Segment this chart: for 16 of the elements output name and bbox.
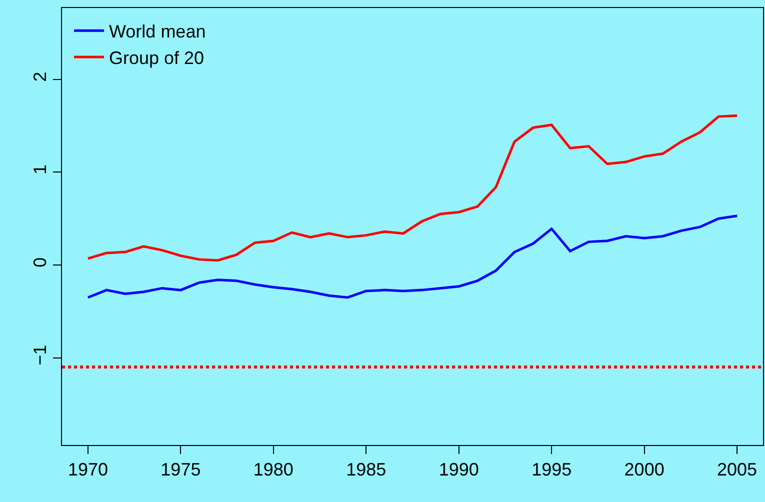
y-tick-label: −1 (30, 344, 50, 366)
y-tick-label: 0 (30, 257, 50, 268)
legend-label: Group of 20 (109, 48, 204, 68)
x-tick-label: 1980 (253, 460, 294, 480)
line-series (86, 114, 738, 262)
legend-label: World mean (109, 22, 206, 42)
x-tick-label: 1990 (438, 460, 479, 480)
x-tick-label: 2000 (624, 460, 664, 480)
x-tick-label: 1975 (160, 460, 201, 480)
x-tick-label: 1985 (346, 460, 386, 480)
x-tick-label: 1995 (532, 460, 572, 480)
y-tick-label: 2 (30, 72, 50, 82)
line-series (86, 214, 738, 299)
x-tick-label: 2005 (717, 460, 758, 480)
x-tick-label: 1970 (68, 460, 108, 480)
y-tick-label: 1 (30, 164, 50, 175)
